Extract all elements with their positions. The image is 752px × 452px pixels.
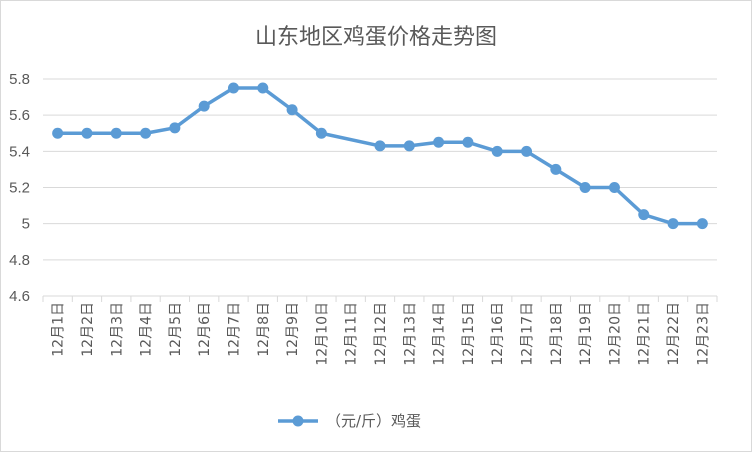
x-tick-label: 12月11日 [344,302,360,366]
data-point [579,182,591,193]
data-point [491,145,503,157]
x-tick-label: 12月7日 [226,302,242,357]
data-point [403,140,415,152]
chart-title: 山东地区鸡蛋价格走势图 [255,25,497,50]
data-point [667,218,679,230]
y-axis: 4.6 4.8 5 5.2 5.4 5.6 5.8 [9,71,30,305]
data-point [52,127,64,139]
data-point [550,163,562,175]
data-point [227,82,239,94]
x-axis: 12月1日 12月2日 12月3日 12月4日 12月5日 12月6日 12月7日 12月8日… [42,296,718,366]
series-layer [52,82,708,230]
data-point [374,140,386,152]
x-tick-label: 12月10日 [314,302,330,366]
x-tick-label: 12月15日 [461,302,477,366]
y-tick-label: 5.2 [9,180,30,197]
x-tick-label: 12月12日 [373,302,389,366]
legend-label: （元/斤）鸡蛋 [326,412,421,430]
x-tick-label: 12月19日 [578,302,594,366]
legend: （元/斤）鸡蛋 [278,412,421,430]
x-tick-label: 12月4日 [139,302,155,357]
data-point [433,136,445,148]
data-point [286,104,298,116]
y-tick-label: 4.8 [9,252,30,269]
data-point [696,218,708,230]
x-tick-label: 12月17日 [520,302,536,366]
x-tick-label: 12月6日 [197,302,213,357]
data-point [315,127,327,139]
x-tick-label: 12月16日 [490,302,506,366]
x-tick-label: 12月21日 [637,302,653,366]
x-tick-label: 12月3日 [109,302,125,357]
data-point [110,127,122,139]
x-tick-label: 12月18日 [549,302,565,366]
x-tick-label: 12月13日 [402,302,418,366]
legend-marker [292,415,304,427]
x-tick-label: 12月8日 [256,302,272,357]
data-point [169,122,181,134]
data-point [462,136,474,148]
y-tick-label: 5.8 [9,71,30,88]
y-tick-label: 5 [22,216,30,233]
data-point [521,145,533,157]
x-tick-label: 12月2日 [80,302,96,357]
data-point [608,182,620,193]
x-tick-label: 12月14日 [432,302,448,366]
data-point [140,127,152,139]
data-point [638,209,650,221]
data-point [198,100,210,112]
y-tick-label: 5.4 [9,143,30,160]
x-tick-label: 12月9日 [285,302,301,357]
y-tick-label: 5.6 [9,107,30,124]
x-tick-label: 12月20日 [607,302,623,366]
series-line [57,86,703,226]
x-tick-label: 12月23日 [695,302,711,366]
y-tick-label: 4.6 [9,288,30,305]
x-tick-label: 12月5日 [168,302,184,357]
data-point [81,127,93,139]
x-tick-label: 12月1日 [51,302,67,357]
data-point [257,82,269,94]
x-tick-label: 12月22日 [666,302,682,366]
